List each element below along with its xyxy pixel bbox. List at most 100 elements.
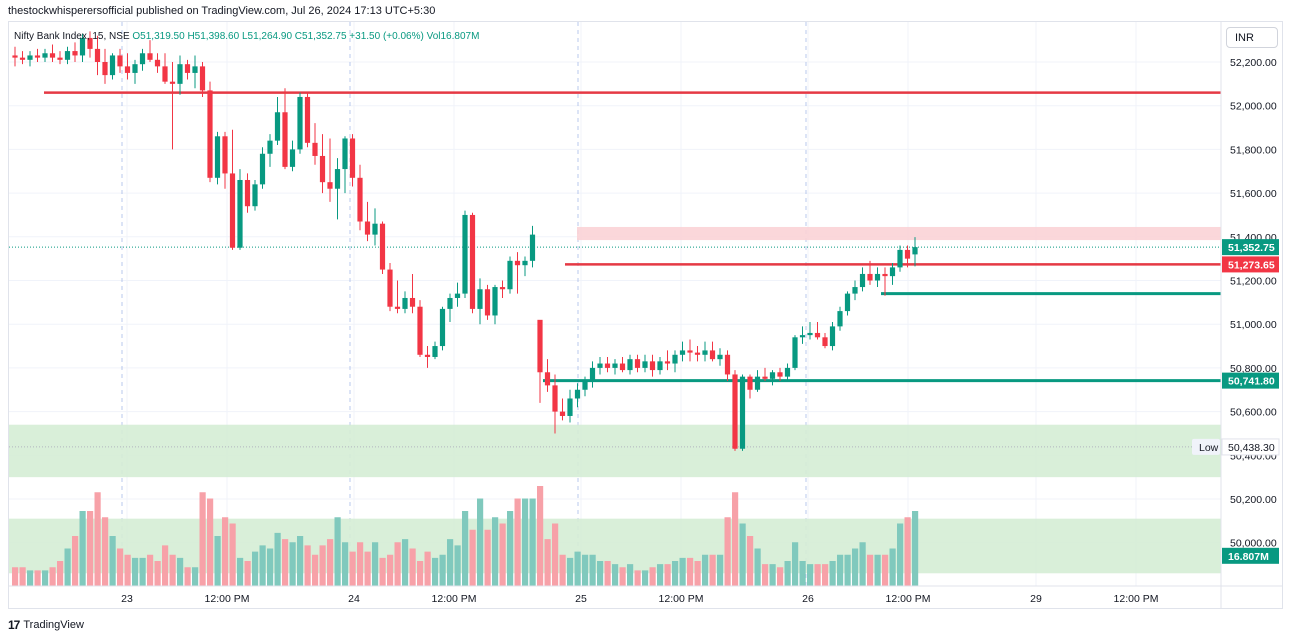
- candle-body: [552, 385, 558, 412]
- candle-body: [177, 64, 183, 84]
- volume-bar: [634, 570, 641, 586]
- candle-body: [627, 359, 633, 371]
- candle: [132, 59, 138, 84]
- price-label-text: 50,438.30: [1228, 442, 1275, 454]
- volume-bar: [597, 561, 604, 586]
- candle-body: [754, 376, 761, 390]
- low-tag-box: [1192, 438, 1220, 455]
- candle-body: [882, 273, 888, 277]
- candle-body: [897, 249, 903, 268]
- candle: [537, 319, 543, 403]
- candle: [274, 96, 281, 146]
- low-value: L51,264.90: [241, 31, 293, 42]
- time-tick-label: 23: [121, 593, 133, 605]
- time-tick-label: 25: [575, 593, 587, 605]
- volume-bar: [259, 545, 266, 586]
- volume-bar: [469, 529, 476, 586]
- volume-bar: [252, 551, 259, 586]
- volume-bar: [574, 551, 581, 586]
- tradingview-logo-icon: 17: [8, 618, 20, 632]
- symbol-label: Nifty Bank Index, 15, NSE: [14, 31, 130, 42]
- volume-bar: [747, 536, 754, 586]
- candle: [672, 350, 678, 373]
- volume-bar: [184, 567, 191, 586]
- candle: [619, 356, 626, 373]
- candle-body: [867, 273, 873, 281]
- candle-body: [207, 90, 213, 178]
- volume-bar: [904, 517, 911, 586]
- price-tick-label: 51,800.00: [1230, 144, 1277, 156]
- candle-body: [214, 136, 221, 178]
- candle: [349, 134, 356, 187]
- candle-body: [49, 53, 56, 58]
- volume-bar: [754, 548, 761, 586]
- candle: [657, 356, 663, 375]
- volume-bar: [387, 554, 394, 586]
- volume-bar: [912, 511, 919, 586]
- volume-bar: [567, 557, 574, 586]
- candle-body: [417, 306, 423, 355]
- volume-bar: [147, 554, 154, 586]
- candle: [244, 173, 251, 213]
- candle-body: [42, 53, 48, 58]
- chart-frame[interactable]: [8, 21, 1283, 609]
- candle: [289, 140, 296, 172]
- candle: [462, 210, 468, 298]
- volume-bar: [27, 570, 34, 586]
- volume-bar: [897, 523, 904, 586]
- candle-body: [672, 354, 678, 364]
- candle-body: [769, 372, 776, 379]
- candle: [904, 245, 911, 268]
- candle: [747, 374, 753, 399]
- candle: [724, 350, 731, 382]
- price-tick-label: 50,200.00: [1230, 494, 1277, 506]
- candle-body: [664, 361, 671, 364]
- volume-bar: [664, 564, 671, 586]
- volume-bar: [424, 551, 431, 586]
- footer-brand[interactable]: TradingView: [23, 619, 84, 631]
- price-tick-label: 51,200.00: [1230, 276, 1277, 288]
- candle: [72, 42, 78, 62]
- candle-body: [544, 372, 551, 386]
- candle: [12, 46, 18, 67]
- candle: [709, 341, 716, 362]
- volume-bar: [402, 539, 409, 586]
- candle-body: [747, 376, 753, 390]
- candle-body: [222, 136, 228, 174]
- volume-bar: [889, 548, 896, 586]
- time-tick-label: 24: [348, 593, 360, 605]
- candle: [814, 322, 821, 340]
- candle: [792, 335, 798, 371]
- volume-bar: [612, 564, 619, 586]
- candle-body: [252, 184, 258, 207]
- volume-bar: [109, 536, 116, 586]
- candle: [409, 273, 416, 314]
- candle-body: [724, 354, 731, 375]
- candle: [889, 263, 896, 285]
- candle-body: [649, 361, 656, 371]
- candle: [867, 260, 873, 285]
- candle-body: [709, 350, 716, 360]
- candle: [304, 92, 311, 148]
- volume-bar: [679, 557, 686, 586]
- candle-body: [717, 354, 723, 360]
- candle-body: [874, 273, 881, 281]
- volume-bar: [522, 498, 529, 586]
- candle-body: [499, 287, 506, 290]
- candle: [34, 48, 41, 62]
- candle-body: [357, 177, 363, 222]
- volume-bar: [94, 492, 101, 586]
- candle: [627, 354, 633, 375]
- candle: [312, 123, 318, 165]
- candle: [484, 284, 491, 320]
- candle-body: [109, 55, 116, 76]
- volume-bar: [724, 517, 731, 586]
- volume-bar: [334, 517, 341, 586]
- candle-body: [199, 66, 206, 91]
- candle: [334, 158, 341, 220]
- candle: [837, 306, 843, 331]
- volume-bar: [702, 554, 709, 586]
- candle: [342, 136, 348, 194]
- currency-button[interactable]: INR: [1226, 27, 1278, 48]
